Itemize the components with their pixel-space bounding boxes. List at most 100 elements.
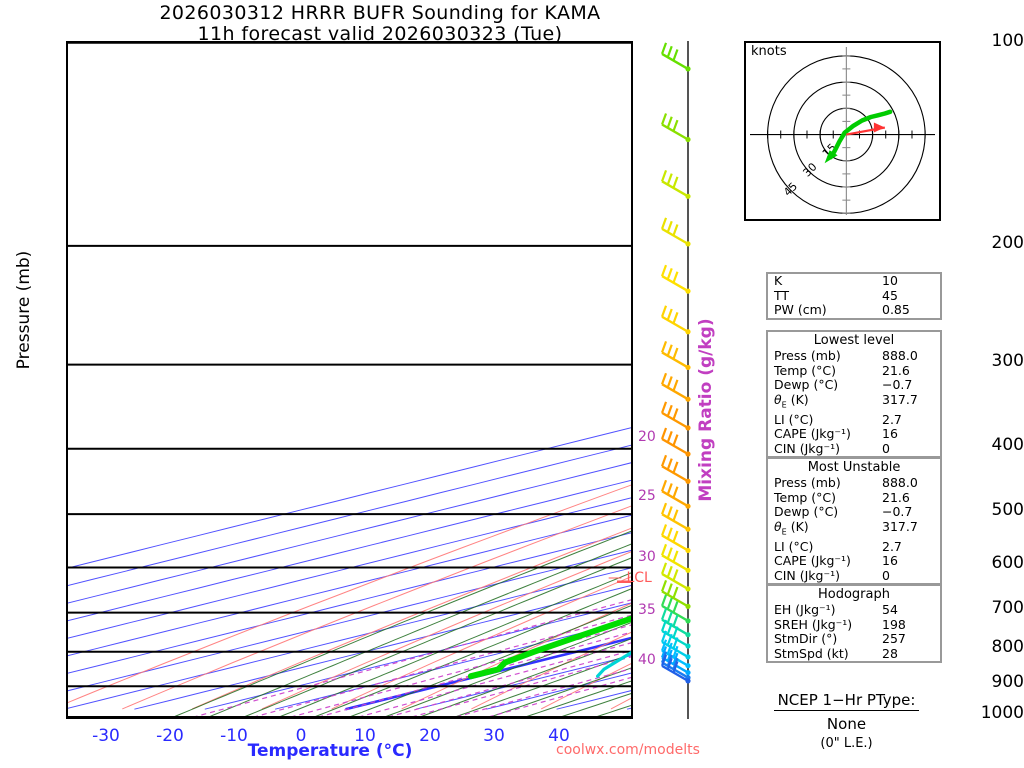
index-row: Dewp (°C) −0.7: [768, 377, 940, 393]
pressure-tick-label: 600: [991, 553, 1024, 573]
index-key: StmDir (°): [774, 631, 838, 646]
grid-line: [251, 614, 631, 717]
index-key: EH (Jkg⁻¹): [774, 602, 836, 617]
temperature-tick-label: 30: [483, 726, 505, 746]
grid-line: [68, 567, 631, 709]
wind-barb: [660, 654, 691, 684]
wind-barb: [660, 305, 691, 335]
index-row: TT 45: [768, 287, 940, 304]
index-key: TT: [774, 287, 790, 303]
temperature-tick-label: -30: [92, 726, 120, 746]
index-row: Press (mb) 888.0: [768, 475, 940, 491]
panel-heading: Hodograph: [818, 587, 890, 602]
index-value: 0.85: [882, 302, 910, 317]
index-value: −0.7: [882, 377, 913, 392]
temperature-tick-label: 10: [354, 726, 376, 746]
lcl-marker-label: — LCL: [608, 570, 652, 586]
hodograph-trace: [828, 109, 893, 160]
index-value: 0: [882, 567, 890, 583]
panel-heading: Most Unstable: [807, 460, 901, 475]
index-value: 317.7: [882, 518, 918, 534]
mixing-ratio-tick-label: 40: [638, 652, 656, 668]
index-row: PW (cm) 0.85: [768, 302, 940, 318]
index-value: 198: [882, 616, 906, 632]
wind-barb: [660, 543, 691, 573]
indices-panel-lowest-level: Lowest level Press (mb) 888.0 Temp (°C) 21.…: [766, 330, 942, 458]
index-value: 257: [882, 631, 906, 646]
index-key: θE (K): [774, 391, 809, 409]
index-row: CAPE (Jkg⁻¹) 16: [768, 426, 940, 442]
hodograph-plot[interactable]: 15 30 45: [744, 41, 941, 221]
index-key: Press (mb): [774, 475, 841, 490]
index-value: 888.0: [882, 348, 918, 363]
index-value: −0.7: [882, 504, 913, 519]
index-row: θE (K) 317.7: [768, 518, 940, 540]
grid-line: [208, 543, 631, 717]
index-key: Dewp (°C): [774, 504, 839, 519]
grid-line: [626, 707, 631, 710]
index-row: K 10: [768, 273, 940, 289]
temperature-tick-label: 0: [295, 726, 307, 746]
grid-line: [134, 584, 631, 710]
wind-barb: [660, 580, 691, 609]
temperature-tick-label: 40: [548, 726, 570, 746]
index-row: CIN (Jkg⁻¹) 0: [768, 567, 940, 584]
grid-line: [68, 444, 631, 587]
wind-barb: [660, 594, 691, 624]
skewt-canvas: [68, 43, 631, 717]
index-row: StmSpd (kt) 28: [768, 645, 940, 662]
wind-barb: [660, 372, 691, 402]
grid-line: [314, 588, 631, 717]
grid-line: [419, 638, 631, 717]
grid-line: [68, 532, 631, 674]
wind-barb: [660, 217, 691, 247]
grid-line: [68, 479, 631, 622]
index-key: LI (°C): [774, 411, 814, 427]
grid-line: [68, 514, 631, 657]
skewt-logp-plot[interactable]: [66, 41, 633, 719]
index-row: SREH (Jkg⁻¹) 198: [768, 616, 940, 633]
index-value: 16: [882, 553, 898, 568]
index-value: 317.7: [882, 391, 918, 407]
index-key: Temp (°C): [774, 489, 837, 505]
x-axis-label: Temperature (°C): [247, 741, 413, 761]
index-key: CIN (Jkg⁻¹): [774, 440, 840, 456]
index-key: Temp (°C): [774, 362, 837, 378]
hodograph-trace-arrow: [824, 150, 838, 164]
pressure-tick-label: 900: [991, 672, 1024, 692]
most-unstable-rows: Press (mb) 888.0 Temp (°C) 21.6 Dewp (°C) −0.…: [768, 475, 940, 584]
hodograph-ring-label: 30: [800, 160, 819, 179]
index-key: CIN (Jkg⁻¹): [774, 567, 840, 583]
grid-line: [409, 656, 631, 717]
wind-barb: [660, 42, 691, 72]
index-row: CAPE (Jkg⁻¹) 16: [768, 553, 940, 569]
lowest-level-rows: Press (mb) 888.0 Temp (°C) 21.6 Dewp (°C) −0.…: [768, 348, 940, 456]
temperature-tick-label: -10: [220, 726, 248, 746]
grid-line: [454, 653, 631, 717]
index-key: Dewp (°C): [774, 377, 839, 392]
mixing-ratio-tick-label: 25: [638, 488, 656, 504]
indices-panel-most-unstable: Most Unstable Press (mb) 888.0 Temp (°C) 21…: [766, 457, 942, 585]
pressure-tick-label: 100: [991, 31, 1024, 51]
index-row: LI (°C) 2.7: [768, 411, 940, 428]
index-value: 10: [882, 273, 898, 288]
grid-line: [122, 505, 631, 710]
index-row: Dewp (°C) −0.7: [768, 504, 940, 520]
grid-line: [68, 427, 631, 569]
index-key: CAPE (Jkg⁻¹): [774, 553, 851, 568]
grid-line: [191, 527, 631, 710]
index-value: 54: [882, 602, 898, 617]
index-value: 2.7: [882, 538, 902, 554]
grid-line: [486, 672, 631, 710]
index-value: 28: [882, 645, 898, 661]
ptype-heading: NCEP 1−Hr PType:: [773, 691, 920, 711]
wind-barb: [660, 630, 691, 660]
grid-line: [525, 680, 631, 717]
index-row: θE (K) 317.7: [768, 391, 940, 413]
index-key: CAPE (Jkg⁻¹): [774, 426, 851, 441]
wind-barb-column: [660, 41, 691, 719]
temperature-tick-label: -20: [156, 726, 184, 746]
index-row: Press (mb) 888.0: [768, 348, 940, 364]
wind-barb: [660, 401, 691, 431]
pressure-tick-label: 800: [991, 637, 1024, 657]
